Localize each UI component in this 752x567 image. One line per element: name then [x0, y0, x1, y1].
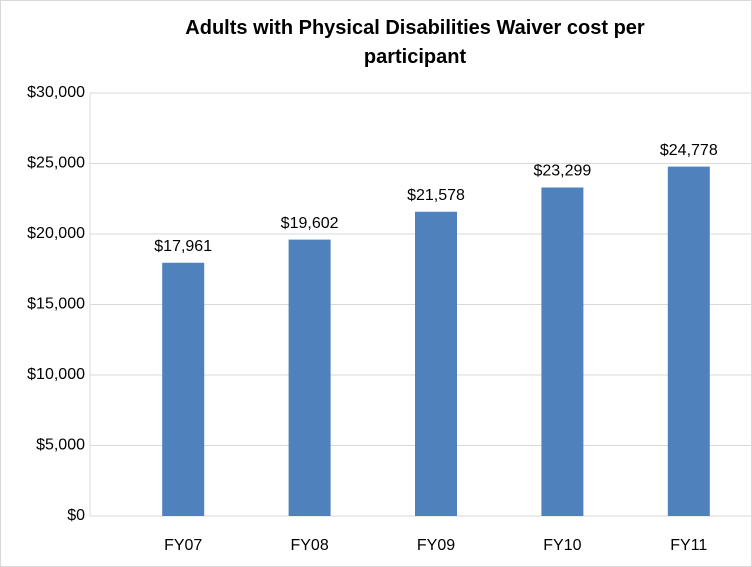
bar	[415, 211, 457, 517]
bar	[288, 239, 331, 516]
y-tick-label: $15,000	[27, 296, 85, 313]
bar	[541, 187, 584, 516]
data-label: $23,299	[533, 163, 591, 180]
bar	[667, 166, 710, 517]
x-tick-label: FY10	[543, 537, 581, 554]
bar	[162, 262, 205, 516]
x-tick-label: FY08	[290, 537, 328, 554]
y-tick-label: $30,000	[27, 84, 85, 101]
y-tick-label: $5,000	[36, 437, 85, 454]
y-tick-label: $25,000	[27, 155, 85, 172]
data-label: $24,778	[660, 142, 718, 159]
data-label: $21,578	[407, 187, 465, 204]
data-label: $17,961	[154, 238, 212, 255]
x-tick-label: FY07	[164, 537, 202, 554]
y-tick-label: $10,000	[27, 366, 85, 383]
x-tick-label: FY09	[417, 537, 455, 554]
data-label: $19,602	[281, 215, 339, 232]
chart-title: Adults with Physical Disabilities Waiver…	[185, 17, 645, 68]
x-tick-label: FY11	[670, 537, 707, 554]
y-tick-label: $0	[67, 507, 85, 524]
y-tick-label: $20,000	[27, 225, 85, 242]
